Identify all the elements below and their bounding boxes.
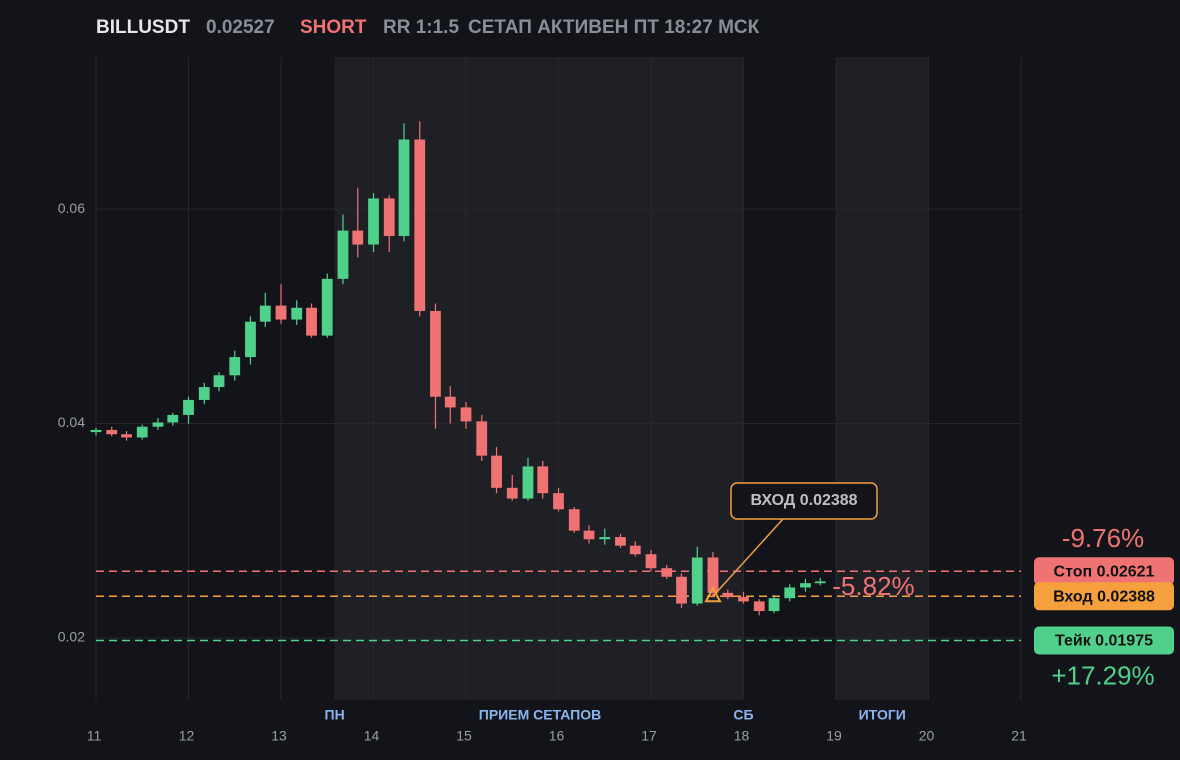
x-tick-label: 11 [87, 728, 102, 744]
candle-body [599, 537, 611, 540]
level-label: Стоп 0.02621 [1054, 564, 1155, 581]
candle-body [568, 509, 580, 531]
candle-body [106, 429, 118, 435]
candle-body [245, 321, 256, 358]
level-box [1034, 626, 1174, 655]
candle-body [629, 545, 641, 555]
candle-body [383, 198, 395, 236]
x-tick-label: 16 [549, 728, 565, 744]
candle-body [583, 530, 595, 540]
price: 0.02527 [206, 17, 275, 38]
candle-body [814, 581, 826, 584]
candle-body [444, 396, 456, 408]
candle-body [136, 426, 148, 438]
candle-body [738, 597, 749, 602]
candle-body [152, 422, 164, 427]
candle-body [90, 429, 102, 433]
candle-body [275, 305, 287, 320]
side: SHORT [300, 17, 367, 38]
level-box [1034, 557, 1174, 586]
callout-line [712, 518, 784, 597]
session-label: ИТОГИ [859, 707, 906, 723]
level-label: Тейк 0.01975 [1055, 633, 1153, 650]
x-tick-label: 13 [271, 728, 287, 744]
candle-body [661, 568, 673, 577]
candle-body [645, 554, 657, 569]
level-pct: +17.29% [1051, 660, 1154, 690]
candle-body [491, 455, 502, 488]
candle-body [506, 487, 518, 499]
x-tick-label: 15 [456, 728, 472, 744]
x-tick-label: 18 [734, 728, 750, 744]
candle-body [352, 230, 364, 245]
x-tick-label: 20 [919, 728, 935, 744]
session-label: ПРИЕМ СЕТАПОВ [479, 707, 601, 723]
candle-body [213, 375, 225, 388]
candle-body [800, 583, 811, 588]
y-tick-label: 0.02 [58, 629, 85, 645]
x-tick-label: 19 [826, 728, 842, 744]
y-tick-label: 0.04 [58, 414, 85, 430]
candle-body [121, 434, 132, 438]
candle-body [398, 139, 410, 236]
session-label: СБ [733, 707, 753, 723]
candle-body [306, 307, 317, 336]
candle-body [291, 307, 303, 320]
callout-box [730, 482, 878, 520]
candle-body [430, 310, 441, 397]
y-tick-label: 0.06 [58, 200, 85, 216]
callout-label: ВХОД 0.02388 [750, 492, 857, 509]
candle-body [337, 230, 349, 279]
candle-body [707, 557, 719, 593]
session-label: ПН [325, 707, 345, 723]
candle-body [476, 421, 488, 456]
x-tick-label: 21 [1011, 728, 1027, 744]
candle-body [259, 305, 271, 322]
candle-body [198, 387, 210, 400]
symbol: BILLUSDT [96, 17, 190, 38]
candle-body [321, 278, 333, 336]
candle-body [460, 407, 472, 422]
candle-body [229, 357, 241, 376]
level-label: Вход 0.02388 [1053, 588, 1155, 605]
candle-body [414, 139, 426, 311]
x-tick-label: 17 [641, 728, 657, 744]
rr: RR 1:1.5 [383, 17, 459, 38]
current-pnl: -5.82% [832, 571, 914, 601]
candle-body [183, 399, 194, 415]
candle-body [368, 198, 379, 245]
level-box [1034, 582, 1174, 611]
x-tick-label: 14 [364, 728, 380, 744]
entry-marker [704, 586, 722, 603]
candle-body [615, 537, 626, 546]
candle-body [167, 414, 179, 423]
x-tick-label: 12 [179, 728, 195, 744]
session-shade [836, 57, 929, 700]
candle-body [676, 576, 687, 604]
candle-body [522, 466, 534, 499]
level-pct: -9.76% [1062, 523, 1144, 553]
candle-body [784, 587, 796, 599]
candle-body [753, 601, 765, 612]
candle-body [722, 592, 734, 598]
candle-body [553, 493, 564, 510]
candle-body [537, 466, 549, 494]
candle-body [768, 598, 780, 612]
candle-body [691, 557, 703, 604]
status: СЕТАП АКТИВЕН ПТ 18:27 МСК [468, 17, 760, 38]
